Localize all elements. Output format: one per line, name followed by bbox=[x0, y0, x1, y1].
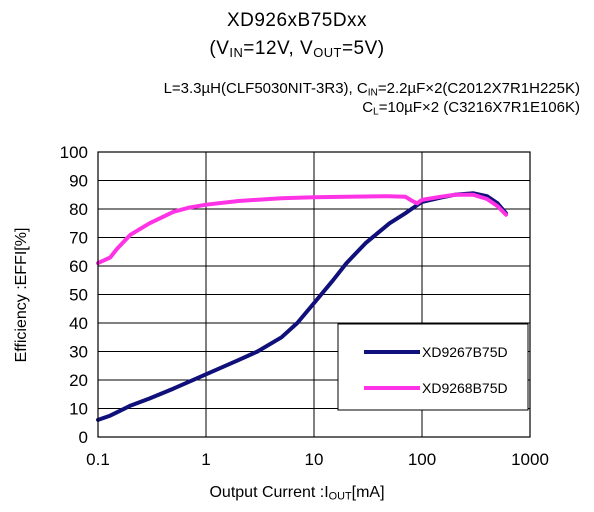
legend-label: XD9267B75D bbox=[422, 344, 508, 360]
plot-border bbox=[97, 151, 531, 438]
vout-subscript: OUT bbox=[313, 45, 342, 61]
y-tick-label: 70 bbox=[69, 229, 88, 248]
conditions-line-1: L=3.3µH(CLF5030NIT-3R3), CIN=2.2µF×2(C20… bbox=[163, 80, 580, 99]
y-tick-label: 20 bbox=[69, 371, 88, 390]
cin-subscript: IN bbox=[367, 87, 378, 99]
y-tick-label: 30 bbox=[69, 343, 88, 362]
x-tick-label: 100 bbox=[408, 450, 436, 469]
conditions-2b: =10µF×2 (C3216X7R1E106K) bbox=[378, 99, 580, 116]
conditions-line-2: CL=10µF×2 (C3216X7R1E106K) bbox=[362, 99, 580, 118]
legend-label: XD9268B75D bbox=[422, 380, 508, 396]
legend: XD9267B75D XD9268B75D bbox=[337, 323, 529, 411]
vout-value: =5V) bbox=[341, 38, 385, 59]
x-label-b: [mA] bbox=[351, 484, 385, 501]
tick-labels: 0 10 20 30 40 50 60 70 80 90 100 0.1 1 10 100 1000 bbox=[60, 143, 549, 469]
iout-subscript: OUT bbox=[328, 490, 352, 503]
y-tick-label: 10 bbox=[69, 400, 88, 419]
series-line-XD9268B75D bbox=[96, 192, 508, 266]
x-tick-label: 1 bbox=[201, 450, 210, 469]
y-tick-label: 50 bbox=[69, 286, 88, 305]
cl-subscript: L bbox=[373, 106, 379, 118]
series-lines bbox=[96, 191, 508, 422]
conditions-1b: =2.2µF×2(C2012X7R1H225K) bbox=[377, 80, 580, 97]
x-tick-label: 1000 bbox=[511, 450, 549, 469]
y-tick-label: 0 bbox=[79, 428, 88, 447]
y-tick-label: 100 bbox=[60, 143, 88, 162]
vin-value: =12V, V bbox=[243, 38, 314, 59]
x-label-a: Output Current :I bbox=[209, 484, 329, 501]
y-tick-label: 90 bbox=[69, 172, 88, 191]
grid bbox=[98, 152, 530, 437]
chart-title: XD926xB75Dxx bbox=[226, 10, 368, 31]
y-tick-label: 40 bbox=[69, 314, 88, 333]
vin-subscript: IN bbox=[229, 45, 244, 61]
subtitle-open: (V bbox=[209, 38, 230, 59]
plot-frame bbox=[97, 151, 531, 438]
legend-box bbox=[337, 323, 529, 411]
conditions-1a: L=3.3µH(CLF5030NIT-3R3), C bbox=[163, 80, 368, 97]
x-tick-label: 10 bbox=[305, 450, 324, 469]
x-tick-label: 0.1 bbox=[86, 450, 110, 469]
y-tick-label: 80 bbox=[69, 200, 88, 219]
chart-subtitle: (VIN=12V, VOUT=5V) bbox=[0, 38, 594, 60]
conditions-2a: C bbox=[362, 99, 374, 116]
x-axis-label: Output Current :IOUT[mA] bbox=[0, 484, 594, 502]
y-tick-label: 60 bbox=[69, 257, 88, 276]
